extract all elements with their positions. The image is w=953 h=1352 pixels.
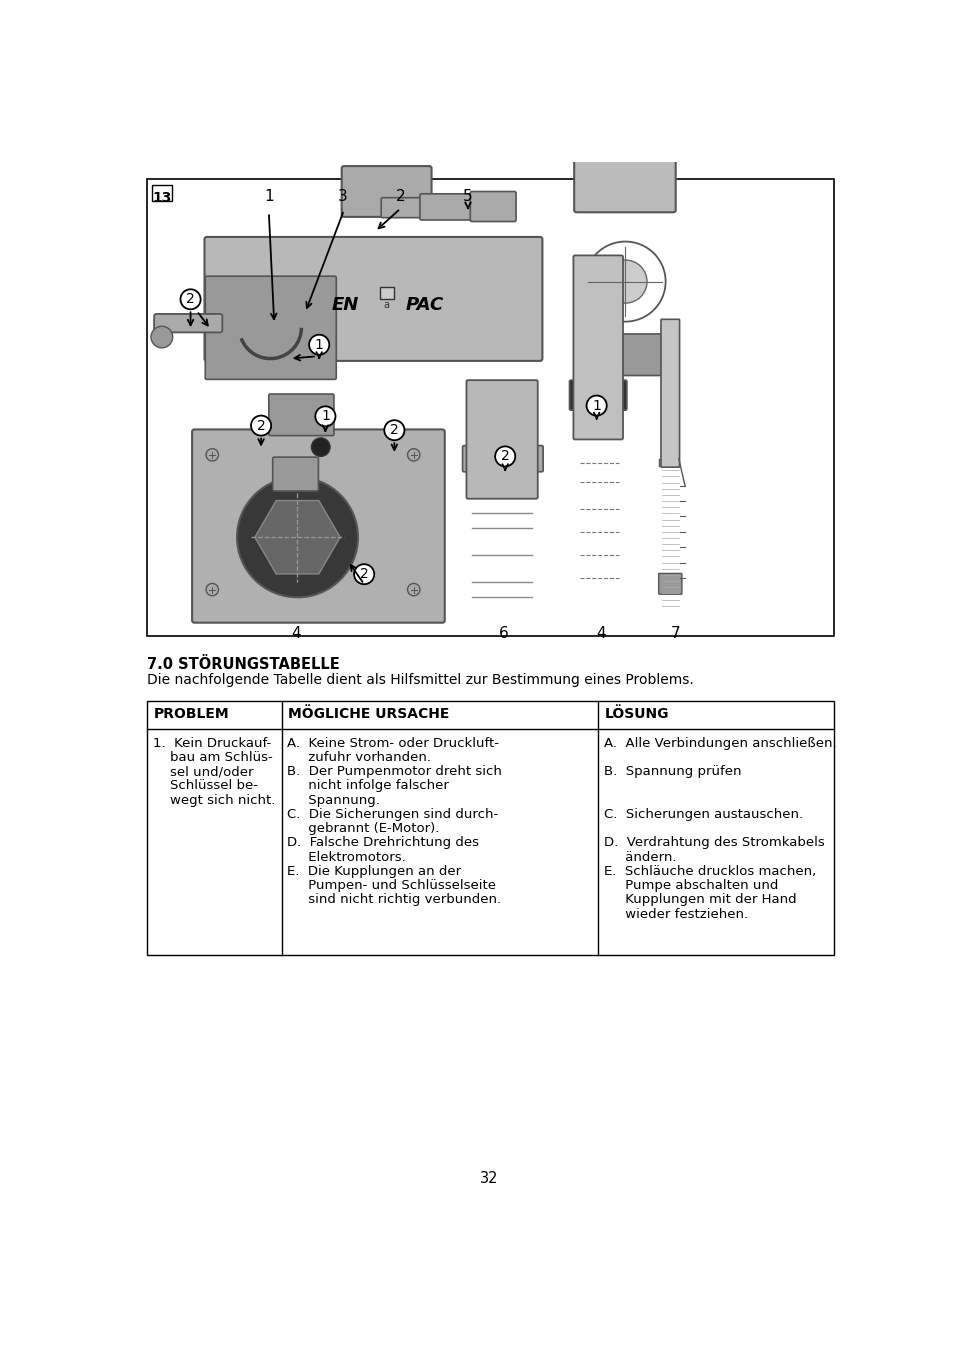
Text: Spannung.: Spannung. <box>287 794 380 807</box>
FancyBboxPatch shape <box>205 276 335 380</box>
Circle shape <box>309 335 329 354</box>
Text: PAC: PAC <box>406 296 444 314</box>
Text: 2: 2 <box>359 568 368 581</box>
Text: Kupplungen mit der Hand: Kupplungen mit der Hand <box>603 894 796 906</box>
Circle shape <box>311 438 330 457</box>
Text: 5: 5 <box>463 189 473 204</box>
FancyBboxPatch shape <box>419 193 480 220</box>
Text: 3: 3 <box>337 189 347 204</box>
FancyBboxPatch shape <box>470 192 516 222</box>
Text: 1.  Kein Druckauf-: 1. Kein Druckauf- <box>152 737 271 749</box>
FancyBboxPatch shape <box>269 393 334 435</box>
Text: B.  Der Pumpenmotor dreht sich: B. Der Pumpenmotor dreht sich <box>287 765 502 779</box>
Circle shape <box>407 584 419 596</box>
Circle shape <box>315 407 335 426</box>
Text: C.  Sicherungen austauschen.: C. Sicherungen austauschen. <box>603 808 801 821</box>
Circle shape <box>384 420 404 441</box>
Circle shape <box>206 584 218 596</box>
Text: wegt sich nicht.: wegt sich nicht. <box>152 794 274 807</box>
Text: nicht infolge falscher: nicht infolge falscher <box>287 779 449 792</box>
Circle shape <box>495 446 515 466</box>
Circle shape <box>354 564 374 584</box>
FancyBboxPatch shape <box>660 319 679 468</box>
Text: Elektromotors.: Elektromotors. <box>287 850 406 864</box>
Text: 2: 2 <box>390 423 398 437</box>
FancyBboxPatch shape <box>192 430 444 623</box>
Text: 2: 2 <box>395 189 405 204</box>
Text: 2: 2 <box>186 292 194 307</box>
Text: D.  Falsche Drehrichtung des: D. Falsche Drehrichtung des <box>287 837 479 849</box>
FancyBboxPatch shape <box>204 237 542 361</box>
Circle shape <box>251 415 271 435</box>
FancyBboxPatch shape <box>658 573 681 595</box>
Text: 1: 1 <box>592 399 600 412</box>
Text: E.  Schläuche drucklos machen,: E. Schläuche drucklos machen, <box>603 865 815 877</box>
Text: bau am Schlüs-: bau am Schlüs- <box>152 750 272 764</box>
Circle shape <box>586 396 606 415</box>
Text: ändern.: ändern. <box>603 850 676 864</box>
Text: 1: 1 <box>320 410 330 423</box>
Text: PROBLEM: PROBLEM <box>153 707 229 722</box>
FancyBboxPatch shape <box>569 380 626 410</box>
Text: C.  Die Sicherungen sind durch-: C. Die Sicherungen sind durch- <box>287 808 498 821</box>
Text: MÖGLICHE URSACHE: MÖGLICHE URSACHE <box>288 707 449 722</box>
Bar <box>152 185 172 200</box>
Text: 13: 13 <box>152 191 172 204</box>
Bar <box>147 702 833 956</box>
FancyBboxPatch shape <box>462 446 542 472</box>
Circle shape <box>236 477 357 598</box>
Text: zufuhr vorhanden.: zufuhr vorhanden. <box>287 750 431 764</box>
FancyBboxPatch shape <box>582 334 666 376</box>
Text: 6: 6 <box>498 626 508 641</box>
Text: wieder festziehen.: wieder festziehen. <box>603 907 747 921</box>
Text: Schlüssel be-: Schlüssel be- <box>152 779 257 792</box>
Text: Pumpe abschalten und: Pumpe abschalten und <box>603 879 778 892</box>
Text: E.  Die Kupplungen an der: E. Die Kupplungen an der <box>287 865 461 877</box>
Text: 7: 7 <box>670 626 679 641</box>
Circle shape <box>180 289 200 310</box>
Text: 1: 1 <box>264 189 274 204</box>
Text: EN: EN <box>332 296 359 314</box>
Bar <box>379 287 394 299</box>
Text: 2: 2 <box>500 449 509 464</box>
Text: 1: 1 <box>314 338 323 352</box>
Text: Die nachfolgende Tabelle dient als Hilfsmittel zur Bestimmung eines Problems.: Die nachfolgende Tabelle dient als Hilfs… <box>147 673 693 687</box>
Text: LÖSUNG: LÖSUNG <box>604 707 668 722</box>
Text: A.  Keine Strom- oder Druckluft-: A. Keine Strom- oder Druckluft- <box>287 737 499 749</box>
Bar <box>147 180 833 635</box>
FancyBboxPatch shape <box>466 380 537 499</box>
FancyBboxPatch shape <box>381 197 427 218</box>
FancyBboxPatch shape <box>341 166 431 216</box>
Text: D.  Verdrahtung des Stromkabels: D. Verdrahtung des Stromkabels <box>603 837 823 849</box>
Text: sel und/oder: sel und/oder <box>152 765 253 779</box>
Text: B.  Spannung prüfen: B. Spannung prüfen <box>603 765 740 779</box>
Text: 4: 4 <box>291 626 300 641</box>
Circle shape <box>206 449 218 461</box>
Text: A.  Alle Verbindungen anschließen.: A. Alle Verbindungen anschließen. <box>603 737 836 749</box>
Text: 2: 2 <box>256 419 265 433</box>
Text: 32: 32 <box>479 1171 497 1186</box>
Text: Pumpen- und Schlüsselseite: Pumpen- und Schlüsselseite <box>287 879 496 892</box>
FancyBboxPatch shape <box>273 457 318 491</box>
FancyBboxPatch shape <box>154 314 222 333</box>
Text: 7.0 STÖRUNGSTABELLE: 7.0 STÖRUNGSTABELLE <box>147 657 339 672</box>
Circle shape <box>407 449 419 461</box>
Text: gebrannt (E-Motor).: gebrannt (E-Motor). <box>287 822 439 836</box>
Text: 4: 4 <box>596 626 605 641</box>
Text: sind nicht richtig verbunden.: sind nicht richtig verbunden. <box>287 894 501 906</box>
Circle shape <box>603 260 646 303</box>
Circle shape <box>151 326 172 347</box>
Text: a: a <box>383 300 389 310</box>
FancyBboxPatch shape <box>574 4 675 212</box>
FancyBboxPatch shape <box>573 256 622 439</box>
